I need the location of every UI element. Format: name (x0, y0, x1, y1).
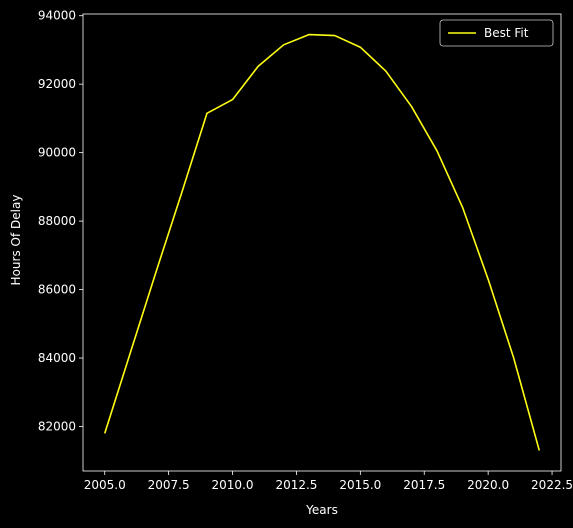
x-tick-label: 2015.0 (339, 478, 381, 492)
x-tick-label: 2010.0 (212, 478, 254, 492)
x-tick-label: 2005.0 (84, 478, 126, 492)
series-line-best-fit (103, 33, 541, 451)
legend-label: Best Fit (484, 26, 529, 40)
y-tick-label: 88000 (38, 214, 76, 228)
y-tick-label: 90000 (38, 146, 76, 160)
x-tick-label: 2007.5 (148, 478, 190, 492)
x-tick-label: 2017.5 (403, 478, 445, 492)
x-tick-label: 2022.5 (531, 478, 573, 492)
x-tick-label: 2012.5 (275, 478, 317, 492)
y-axis-label: Hours Of Delay (9, 195, 23, 286)
x-axis-label: Years (305, 503, 338, 517)
y-tick-label: 82000 (38, 419, 76, 433)
x-tick-label: 2020.0 (467, 478, 509, 492)
y-tick-label: 86000 (38, 283, 76, 297)
y-tick-label: 94000 (38, 9, 76, 23)
y-tick-label: 84000 (38, 351, 76, 365)
axes-frame (82, 13, 562, 472)
y-tick-label: 92000 (38, 77, 76, 91)
plot-layer: 2005.0 2007.5 2010.0 2012.5 2015.0 2017.5 2020… (38, 9, 573, 492)
legend-box (439, 19, 554, 47)
